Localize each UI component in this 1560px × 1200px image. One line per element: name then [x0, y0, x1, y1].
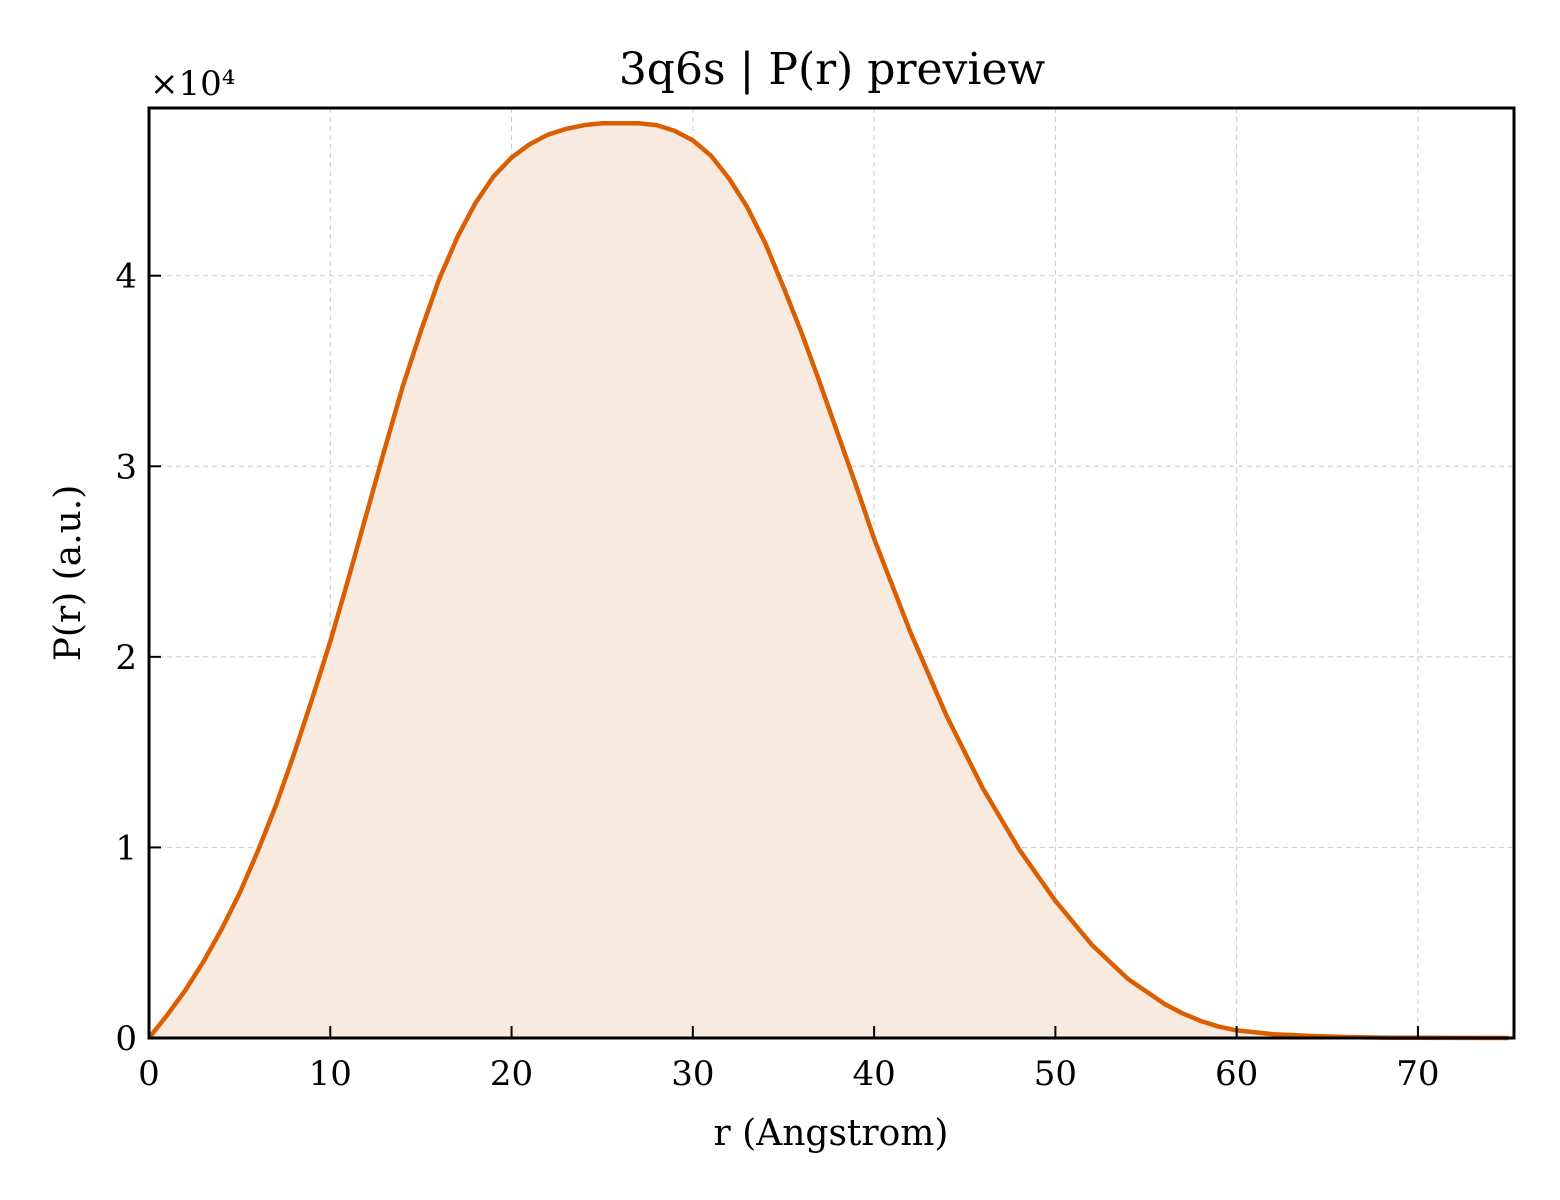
x-tick-label: 10	[309, 1054, 352, 1094]
y-tick-label: 1	[115, 828, 137, 868]
x-tick-label: 40	[852, 1054, 895, 1094]
x-tick-label: 20	[490, 1054, 533, 1094]
x-tick-label: 0	[138, 1054, 160, 1094]
chart-title: 3q6s | P(r) preview	[619, 44, 1046, 95]
x-tick-label: 30	[671, 1054, 714, 1094]
y-tick-label: 3	[115, 447, 137, 487]
x-tick-label: 50	[1034, 1054, 1077, 1094]
y-tick-label: 0	[115, 1019, 137, 1059]
series-line	[147, 121, 1509, 1041]
x-tick-label: 60	[1215, 1054, 1258, 1094]
y-tick-label: 4	[115, 257, 137, 297]
area-fill	[149, 123, 1509, 1038]
y-offset-label: ×10⁴	[150, 64, 235, 104]
y-tick-label: 2	[115, 638, 137, 678]
plot-frame	[147, 106, 1516, 1040]
x-tick-label: 70	[1396, 1054, 1439, 1094]
ticks: 0 10 20 30 40 50 60 70 0 1 2 3 4	[115, 257, 1439, 1094]
x-axis-label: r (Angstrom)	[714, 1113, 949, 1154]
y-axis-label: P(r) (a.u.)	[48, 485, 89, 662]
